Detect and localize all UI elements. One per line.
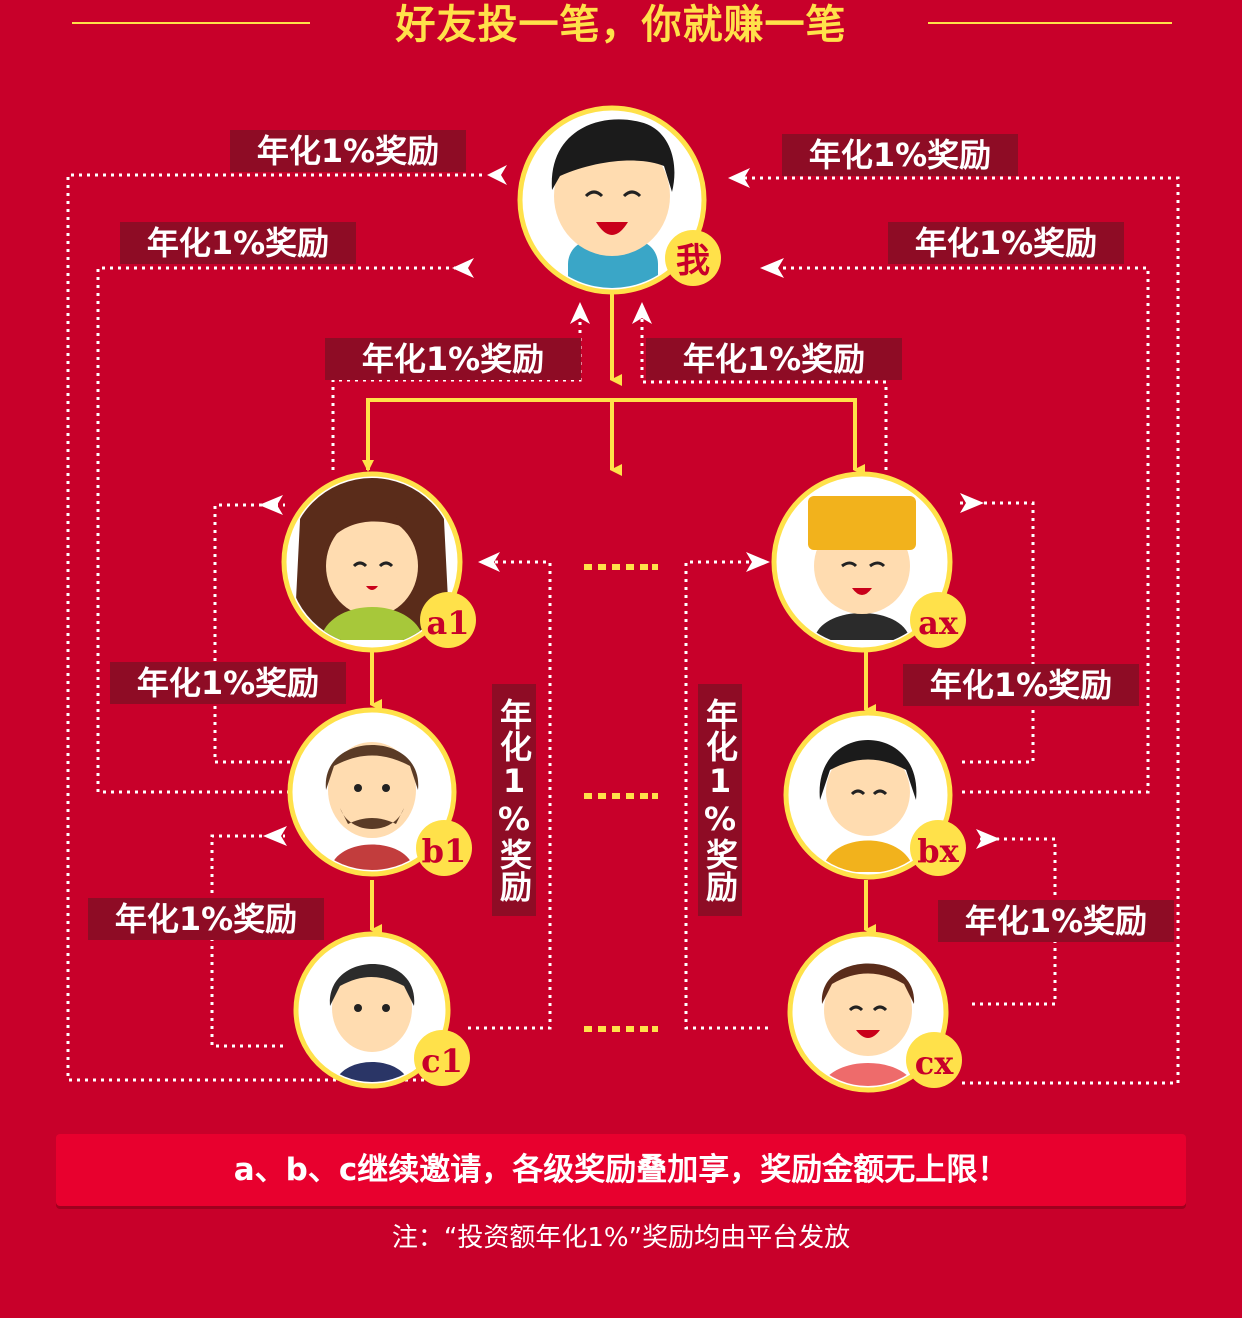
badge-bx-label: bx xyxy=(917,832,959,870)
badge-a1-label: a1 xyxy=(427,604,470,642)
reward-tag-c1: 年化1%奖励 xyxy=(88,898,324,940)
badge-cx-label: cx xyxy=(915,1044,954,1082)
reward-tag-vertical-left: 年化1%奖励 xyxy=(492,684,536,916)
reward-tag-second-left: 年化1%奖励 xyxy=(120,222,356,264)
footer-note: 注：“投资额年化1%”奖励均由平台发放 xyxy=(391,1223,851,1253)
reward-tag-top-right: 年化1%奖励 xyxy=(782,134,1018,176)
reward-tag-ax: 年化1%奖励 xyxy=(646,338,902,380)
reward-tag-a1: 年化1%奖励 xyxy=(325,338,581,380)
badge-me-label: 我 xyxy=(676,241,710,281)
badge-ax-label: ax xyxy=(918,604,959,642)
reward-tag-top-left: 年化1%奖励 xyxy=(230,130,466,172)
reward-tag-b1: 年化1%奖励 xyxy=(110,662,346,704)
title-line-left xyxy=(72,22,310,24)
avatar-me: 我 xyxy=(517,105,721,295)
title-line-right xyxy=(928,22,1172,24)
reward-tag-bx: 年化1%奖励 xyxy=(903,664,1139,706)
badge-b1-label: b1 xyxy=(422,832,467,870)
avatar-ax: ax xyxy=(771,471,966,653)
reward-tag-vertical-right: 年化1%奖励 xyxy=(698,684,742,916)
reward-arrowheads xyxy=(259,165,1000,849)
referral-arrows xyxy=(366,294,876,936)
avatar-a1: a1 xyxy=(281,471,476,653)
avatar-cx: cx xyxy=(787,931,962,1093)
reward-tag-second-right: 年化1%奖励 xyxy=(888,222,1124,264)
avatar-bx: bx xyxy=(783,710,966,880)
reward-tag-cx: 年化1%奖励 xyxy=(938,900,1174,942)
ellipsis-row-a xyxy=(584,564,658,570)
page-title: 好友投一笔，你就赚一笔 xyxy=(395,2,847,48)
footer-banner: a、b、c继续邀请，各级奖励叠加享，奖励金额无上限！ xyxy=(56,1134,1186,1206)
ellipsis-row-c xyxy=(584,1026,658,1032)
ellipsis-row-b xyxy=(584,793,658,799)
avatar-c1: c1 xyxy=(293,931,470,1089)
avatar-b1: b1 xyxy=(287,707,472,877)
badge-c1-label: c1 xyxy=(421,1042,463,1080)
